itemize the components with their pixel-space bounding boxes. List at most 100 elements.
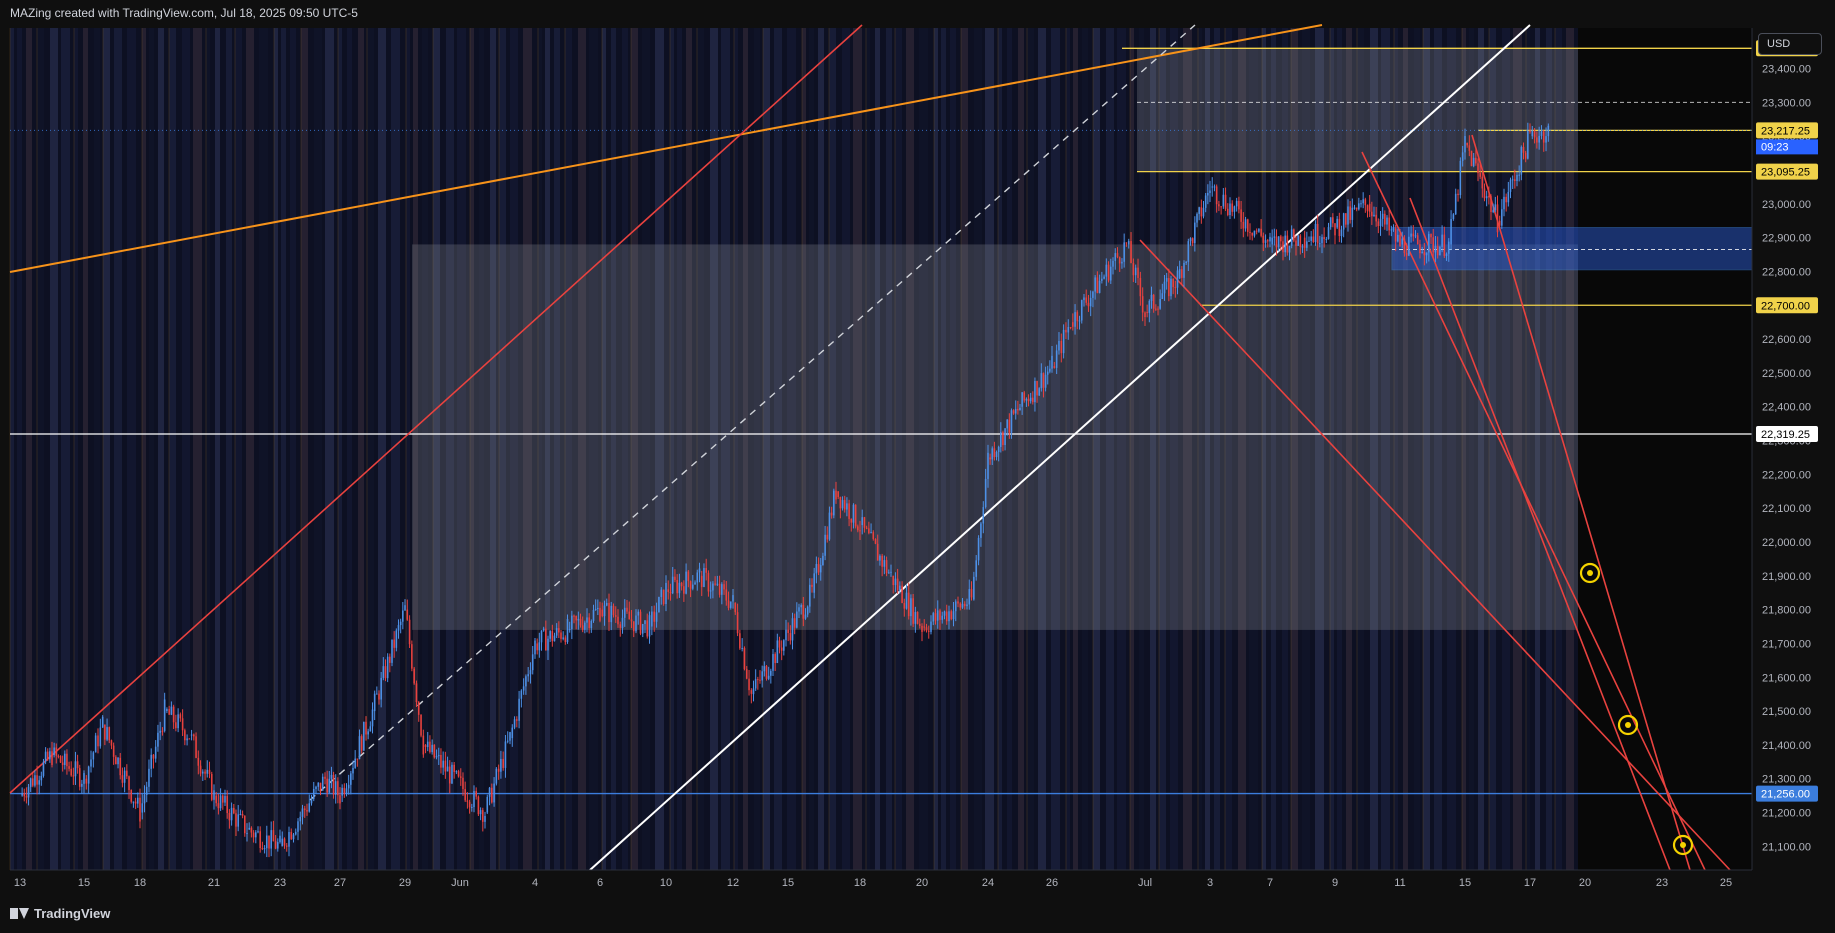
session-stripe: [314, 28, 322, 870]
candle-body: [1524, 152, 1527, 159]
session-stripe: [1346, 28, 1352, 870]
candle-body: [885, 560, 888, 574]
candle-body: [1172, 278, 1174, 288]
candle-body: [110, 740, 113, 746]
candle-body: [1226, 208, 1229, 216]
price-badge[interactable]: [1756, 122, 1818, 139]
candle-body: [982, 507, 985, 524]
candle-body: [87, 766, 90, 784]
candle-body: [1392, 228, 1395, 230]
candle-body: [303, 808, 306, 810]
candle-body: [1439, 246, 1441, 256]
candle-body: [603, 605, 606, 617]
white-ascending-trendline[interactable]: [589, 24, 1531, 871]
target-circle-marker[interactable]: [1672, 834, 1694, 856]
candle-body: [137, 797, 139, 804]
red-rising-trendline[interactable]: [9, 24, 863, 794]
candle-body: [837, 491, 839, 497]
orange-trendline[interactable]: [9, 24, 1323, 273]
candle-body: [745, 669, 748, 679]
candle-body: [1364, 199, 1367, 206]
session-stripe: [886, 28, 892, 870]
candle-body: [623, 607, 626, 618]
candle-body: [363, 721, 365, 751]
candle-body: [1194, 222, 1196, 244]
price-tick-label: 22,000.00: [1762, 537, 1811, 549]
candle-body: [1527, 131, 1529, 159]
candle-body: [1505, 196, 1507, 203]
session-stripe: [182, 28, 190, 870]
candle-body: [1355, 207, 1358, 210]
candle-body: [1155, 308, 1157, 310]
candle-body: [237, 814, 239, 827]
candle-body: [301, 808, 304, 817]
candle-body: [1490, 196, 1492, 213]
red-falling-trendline-1[interactable]: [1139, 239, 1731, 871]
candle-body: [402, 610, 404, 622]
session-stripe: [1038, 28, 1046, 870]
candle-body: [168, 709, 170, 715]
candle-body: [839, 496, 842, 509]
red-falling-trendline-4[interactable]: [1471, 134, 1691, 871]
price-badge[interactable]: [1756, 297, 1818, 314]
time-tick-label: 20: [1579, 877, 1591, 889]
price-badge[interactable]: [1756, 163, 1818, 180]
candle-body: [1390, 229, 1393, 231]
candle-body: [130, 789, 133, 802]
candle-body: [1386, 217, 1388, 225]
session-stripe: [523, 28, 532, 870]
candle-body: [1176, 270, 1179, 288]
session-stripe: [1066, 28, 1070, 870]
session-stripe: [470, 28, 474, 870]
candle-body: [166, 709, 168, 712]
candle-body: [1545, 136, 1547, 143]
dashed-channel-line[interactable]: [309, 24, 1196, 801]
price-badge[interactable]: [1756, 426, 1818, 443]
candle-body: [984, 478, 987, 508]
time-tick-label: 7: [1267, 877, 1273, 889]
candle-body: [881, 555, 883, 567]
candle-body: [892, 575, 895, 586]
session-stripe: [829, 28, 836, 870]
candle-body: [1349, 206, 1351, 220]
candle-body: [1085, 297, 1088, 303]
candle-body: [943, 611, 946, 616]
session-stripe: [114, 28, 122, 870]
candle-body: [1168, 278, 1170, 297]
session-stripe: [479, 28, 484, 870]
candle-body: [497, 768, 500, 772]
candle-body: [252, 832, 255, 838]
candle-body: [1384, 213, 1386, 225]
candle-body: [1443, 234, 1446, 256]
candle-body: [29, 778, 32, 787]
candle-body: [1105, 264, 1108, 277]
candle-body: [941, 615, 944, 620]
candle-body: [250, 827, 253, 833]
price-badge-label: 22,319.25: [1761, 429, 1810, 441]
candle-body: [141, 803, 144, 813]
candle-body: [639, 611, 642, 634]
candle-body: [932, 613, 935, 622]
candle-body: [542, 628, 545, 631]
session-stripe: [510, 28, 518, 870]
session-stripe: [158, 28, 164, 870]
target-circle-marker[interactable]: [1617, 714, 1639, 736]
session-stripe: [906, 28, 914, 870]
currency-selector[interactable]: USD: [1758, 33, 1822, 55]
candle-body: [1295, 240, 1297, 246]
candle-body: [676, 579, 678, 594]
candle-body: [817, 564, 820, 573]
session-stripe: [433, 28, 440, 870]
red-falling-trendline-3[interactable]: [1409, 197, 1671, 871]
candle-body: [1514, 179, 1516, 182]
target-circle-marker[interactable]: [1579, 562, 1601, 584]
candle-body: [38, 780, 40, 785]
price-badge[interactable]: [1756, 785, 1818, 802]
session-stripe: [206, 28, 210, 870]
candle-body: [255, 832, 257, 838]
candle-body: [555, 628, 558, 636]
tradingview-logo[interactable]: TradingView: [10, 906, 110, 921]
red-falling-trendline-2[interactable]: [1361, 151, 1706, 871]
time-tick-label: 15: [1459, 877, 1471, 889]
